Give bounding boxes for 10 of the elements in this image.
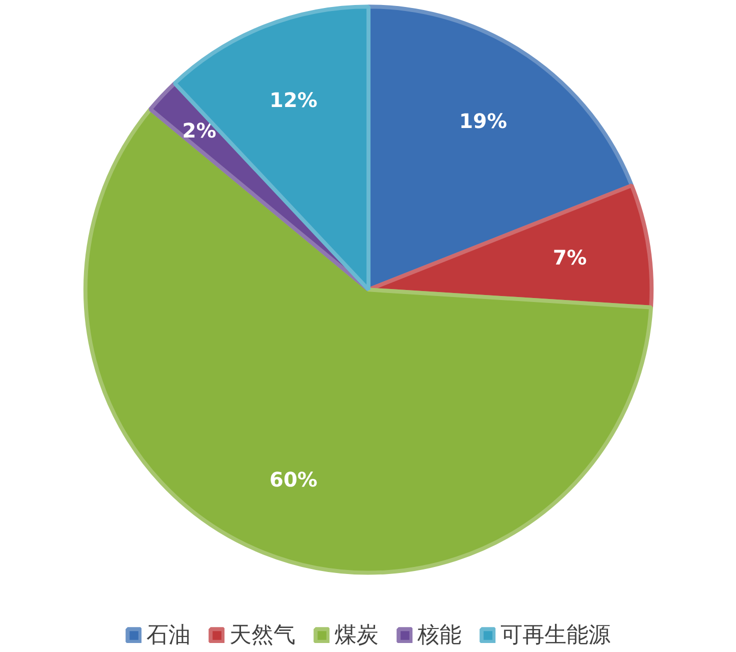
legend-label: 核能 — [418, 622, 462, 650]
legend-label: 煤炭 — [334, 622, 378, 650]
data-label: 60% — [270, 467, 318, 492]
data-label: 7% — [552, 246, 587, 270]
legend-label: 天然气 — [230, 622, 296, 650]
data-label: 2% — [182, 118, 216, 143]
data-label: 12% — [270, 88, 318, 112]
data-label: 19% — [459, 108, 507, 133]
legend-label: 可再生能源 — [500, 622, 610, 650]
legend-label: 石油 — [146, 622, 190, 650]
